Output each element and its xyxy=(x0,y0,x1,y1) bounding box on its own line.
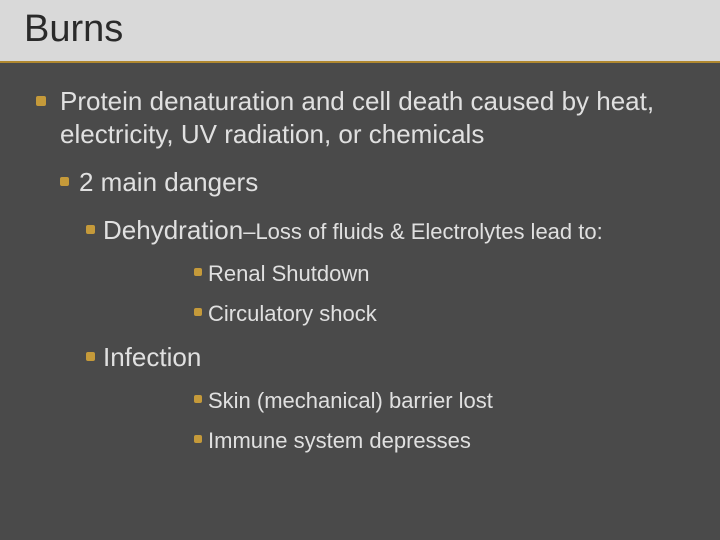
bullet-icon xyxy=(194,308,202,316)
slide-content: Protein denaturation and cell death caus… xyxy=(0,63,720,456)
bullet-level4: Circulatory shock xyxy=(194,300,684,329)
bullet-text: Protein denaturation and cell death caus… xyxy=(60,85,684,150)
bullet-text: 2 main dangers xyxy=(79,166,258,200)
bullet-level3: Dehydration–Loss of fluids & Electrolyte… xyxy=(86,214,684,248)
slide-title: Burns xyxy=(24,8,696,51)
bullet-text: Dehydration–Loss of fluids & Electrolyte… xyxy=(103,214,603,248)
bullet-icon xyxy=(60,177,69,186)
bullet-icon xyxy=(194,395,202,403)
bullet-text-sub: –Loss of fluids & Electrolytes lead to: xyxy=(243,219,603,244)
bullet-level4: Skin (mechanical) barrier lost xyxy=(194,387,684,416)
bullet-level1: Protein denaturation and cell death caus… xyxy=(36,85,684,150)
bullet-text-main: Dehydration xyxy=(103,215,243,245)
bullet-text: Infection xyxy=(103,341,201,375)
bullet-icon xyxy=(194,268,202,276)
bullet-text: Immune system depresses xyxy=(208,427,471,456)
bullet-text: Renal Shutdown xyxy=(208,260,369,289)
bullet-icon xyxy=(86,225,95,234)
bullet-icon xyxy=(194,435,202,443)
bullet-text: Circulatory shock xyxy=(208,300,377,329)
bullet-level3: Infection xyxy=(86,341,684,375)
bullet-level4: Renal Shutdown xyxy=(194,260,684,289)
bullet-icon xyxy=(86,352,95,361)
bullet-level2: 2 main dangers xyxy=(60,166,684,200)
slide: Burns Protein denaturation and cell deat… xyxy=(0,0,720,540)
bullet-level4: Immune system depresses xyxy=(194,427,684,456)
bullet-text: Skin (mechanical) barrier lost xyxy=(208,387,493,416)
title-bar: Burns xyxy=(0,0,720,63)
bullet-icon xyxy=(36,96,46,106)
